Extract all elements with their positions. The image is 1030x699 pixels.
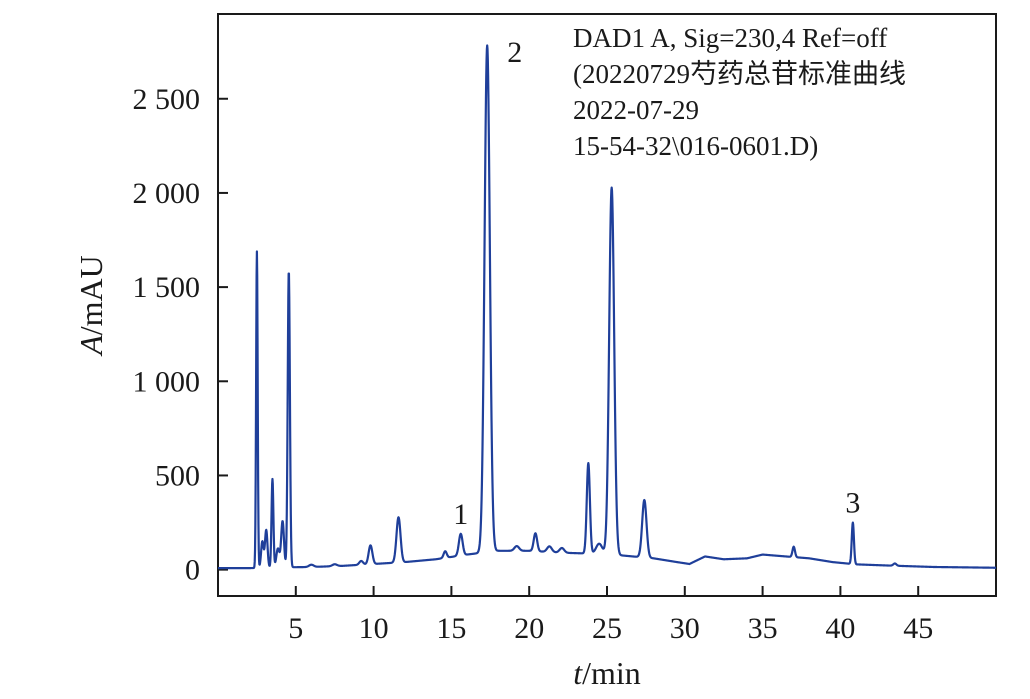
y-tick-label: 2 500: [133, 83, 201, 116]
x-tick-label: 25: [592, 612, 622, 645]
x-tick-label: 35: [748, 612, 778, 645]
annotation-line: (20220729芍药总苷标准曲线: [573, 59, 906, 89]
peak-label: 2: [507, 36, 522, 69]
x-axis-ticks: 5 10 15 20 25 30 35 40 45: [288, 586, 933, 645]
x-tick-label: 15: [436, 612, 466, 645]
y-axis-label: A/mAU: [73, 255, 109, 357]
x-tick-label: 20: [514, 612, 544, 645]
x-tick-label: 5: [288, 612, 303, 645]
peak-label: 1: [453, 498, 468, 531]
x-tick-label: 40: [825, 612, 855, 645]
x-tick-label: 30: [670, 612, 700, 645]
x-tick-label: 45: [903, 612, 933, 645]
y-tick-label: 500: [155, 459, 200, 492]
annotation-line: DAD1 A, Sig=230,4 Ref=off: [573, 23, 887, 53]
y-tick-label: 1 500: [133, 271, 201, 304]
chromatogram-trace: [217, 44, 997, 570]
peak-label: 3: [845, 487, 860, 520]
y-tick-label: 2 000: [133, 177, 201, 210]
y-axis-ticks: 0 500 1 000 1 500 2 000 2 500: [133, 83, 228, 587]
x-tick-label: 10: [359, 612, 389, 645]
y-tick-label: 1 000: [133, 365, 201, 398]
x-axis-label: t/min: [573, 655, 641, 691]
signal-annotation: DAD1 A, Sig=230,4 Ref=off (20220729芍药总苷标准…: [573, 23, 906, 161]
annotation-line: 15-54-32\016-0601.D): [573, 131, 818, 161]
annotation-line: 2022-07-29: [573, 95, 699, 125]
peak-labels: 1 2 3: [453, 36, 860, 531]
y-tick-label: 0: [185, 554, 200, 587]
